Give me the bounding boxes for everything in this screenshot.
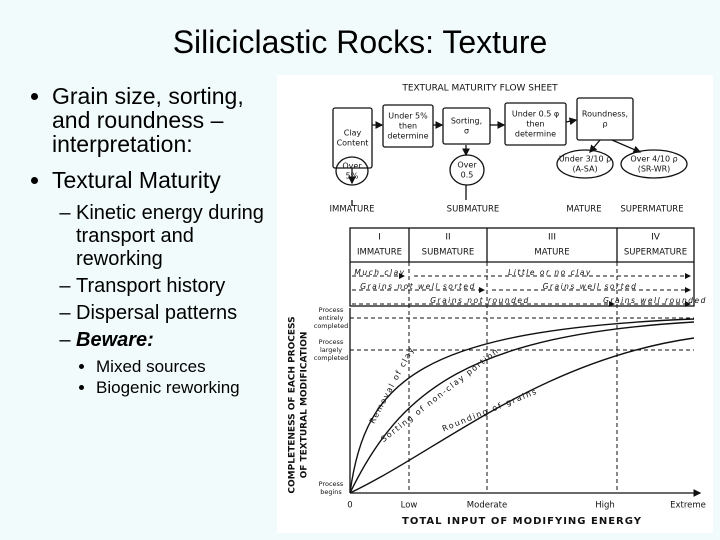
flow-box-text: (SR-WR) xyxy=(638,165,671,174)
flow-box-text: 5% xyxy=(346,172,359,181)
x-level-label: Extreme xyxy=(670,501,706,511)
sub-bullet-text: Dispersal patterns xyxy=(76,302,238,324)
stage-numeral: I xyxy=(378,233,381,243)
bullet-area: Grain size, sorting, and roundness – int… xyxy=(22,84,272,410)
flow-box-text: Roundness, xyxy=(582,110,628,119)
sub-sub-bullet-text: Mixed sources xyxy=(96,357,206,376)
y-axis-title: COMPLETENESS OF EACH PROCESS xyxy=(288,316,298,493)
sub-bullet-text: Beware: xyxy=(76,329,154,351)
flow-box xyxy=(382,104,434,148)
y-axis-title: OF TEXTURAL MODIFICATION xyxy=(300,332,310,479)
y-level-label: completed xyxy=(314,354,349,362)
y-level-label: largely xyxy=(320,346,342,354)
flow-box xyxy=(504,102,567,146)
x-level-label: High xyxy=(595,501,615,511)
flow-box-text: Over xyxy=(457,161,477,170)
flow-box-text: 0.5 xyxy=(461,171,474,180)
flow-box-text: Content xyxy=(337,139,369,148)
stage-label: MATURE xyxy=(566,205,601,215)
table-row-label: Little or no clay xyxy=(508,268,592,277)
x-level-label: Moderate xyxy=(467,501,507,511)
flow-box xyxy=(442,107,491,145)
sub-sub-bullet-text: Biogenic reworking xyxy=(96,378,240,397)
y-level-label: Process xyxy=(319,480,344,488)
stage-label: SUBMATURE xyxy=(447,205,500,215)
flow-box xyxy=(620,149,688,179)
flow-box-text: then xyxy=(399,122,417,131)
sub-bullet: Transport history xyxy=(76,275,272,298)
sub-bullet: Kinetic energy during transport and rewo… xyxy=(76,202,272,271)
sub-sub-bullet: Mixed sources xyxy=(96,356,272,377)
stage-header: SUPERMATURE xyxy=(624,248,687,258)
flow-box-text: Clay xyxy=(344,129,362,138)
flow-box xyxy=(576,97,634,141)
y-level-label: Process xyxy=(319,306,344,314)
flow-box-text: determine xyxy=(387,132,428,141)
bullet: Grain size, sorting, and roundness – int… xyxy=(52,84,272,156)
flow-box xyxy=(332,107,373,169)
sub-bullet: Dispersal patterns xyxy=(76,302,272,325)
flow-box-text: Sorting, xyxy=(451,117,482,126)
flow-box xyxy=(449,154,485,186)
sub-bullet-text: Transport history xyxy=(76,275,226,297)
flow-box xyxy=(556,149,614,179)
sub-bullet: Beware: Mixed sources Biogenic reworking xyxy=(76,329,272,398)
stage-header: SUBMATURE xyxy=(422,248,475,258)
x-axis-title: TOTAL INPUT OF MODIFYING ENERGY xyxy=(402,516,642,527)
flow-box xyxy=(335,156,369,186)
figure-title: TEXTURAL MATURITY FLOW SHEET xyxy=(401,84,558,94)
y-level-label: entirely xyxy=(319,314,344,322)
stage-header: IMMATURE xyxy=(357,248,402,258)
stage-header: MATURE xyxy=(534,248,569,258)
flow-box-text: ρ xyxy=(602,120,607,129)
bullet: Textural Maturity Kinetic energy during … xyxy=(52,168,272,398)
flow-box-text: (A-SA) xyxy=(572,165,597,174)
flow-box-text: σ xyxy=(464,127,469,136)
stage-numeral: IV xyxy=(651,233,661,243)
bullet-list: Grain size, sorting, and roundness – int… xyxy=(22,84,272,398)
sub-bullet-list: Kinetic energy during transport and rewo… xyxy=(52,202,272,398)
bullet-text: Textural Maturity xyxy=(52,167,221,193)
sub-sub-bullet: Biogenic reworking xyxy=(96,377,272,398)
table-row-label: Much clay xyxy=(354,268,405,277)
flow-box-text: Over 4/10 ρ xyxy=(630,155,677,164)
y-level-label: Process xyxy=(319,338,344,346)
table-row-label: Grains well sorted xyxy=(543,282,638,291)
bullet-text: Grain size, sorting, and roundness – int… xyxy=(52,83,244,157)
table-row-label: Grains not well sorted xyxy=(360,282,475,291)
x-level-label: Low xyxy=(401,501,418,511)
x-level-label: 0 xyxy=(347,501,352,511)
y-level-label: completed xyxy=(314,322,349,330)
stage-numeral: III xyxy=(548,233,556,243)
flow-box-text: determine xyxy=(515,130,556,139)
table-row-label: Grains not rounded xyxy=(430,296,530,305)
slide-title: Siliciclastic Rocks: Texture xyxy=(172,24,548,60)
stage-numeral: II xyxy=(445,233,450,243)
y-level-label: begins xyxy=(320,488,342,496)
figure-lines xyxy=(348,117,702,497)
sub-bullet-text: Kinetic energy during transport and rewo… xyxy=(76,202,264,270)
flow-box-text: then xyxy=(526,120,544,129)
stage-label: IMMATURE xyxy=(329,205,374,215)
flow-box-text: Under 0.5 φ xyxy=(512,110,559,119)
stage-label: SUPERMATURE xyxy=(620,205,683,215)
flow-box-text: Under 3/10 ρ xyxy=(559,155,611,164)
flow-box-text: Under 5% xyxy=(388,112,428,121)
flow-box-text: Over xyxy=(342,162,362,171)
sub-sub-bullet-list: Mixed sources Biogenic reworking xyxy=(76,356,272,398)
table-row-label: Grains well rounded xyxy=(603,296,707,305)
